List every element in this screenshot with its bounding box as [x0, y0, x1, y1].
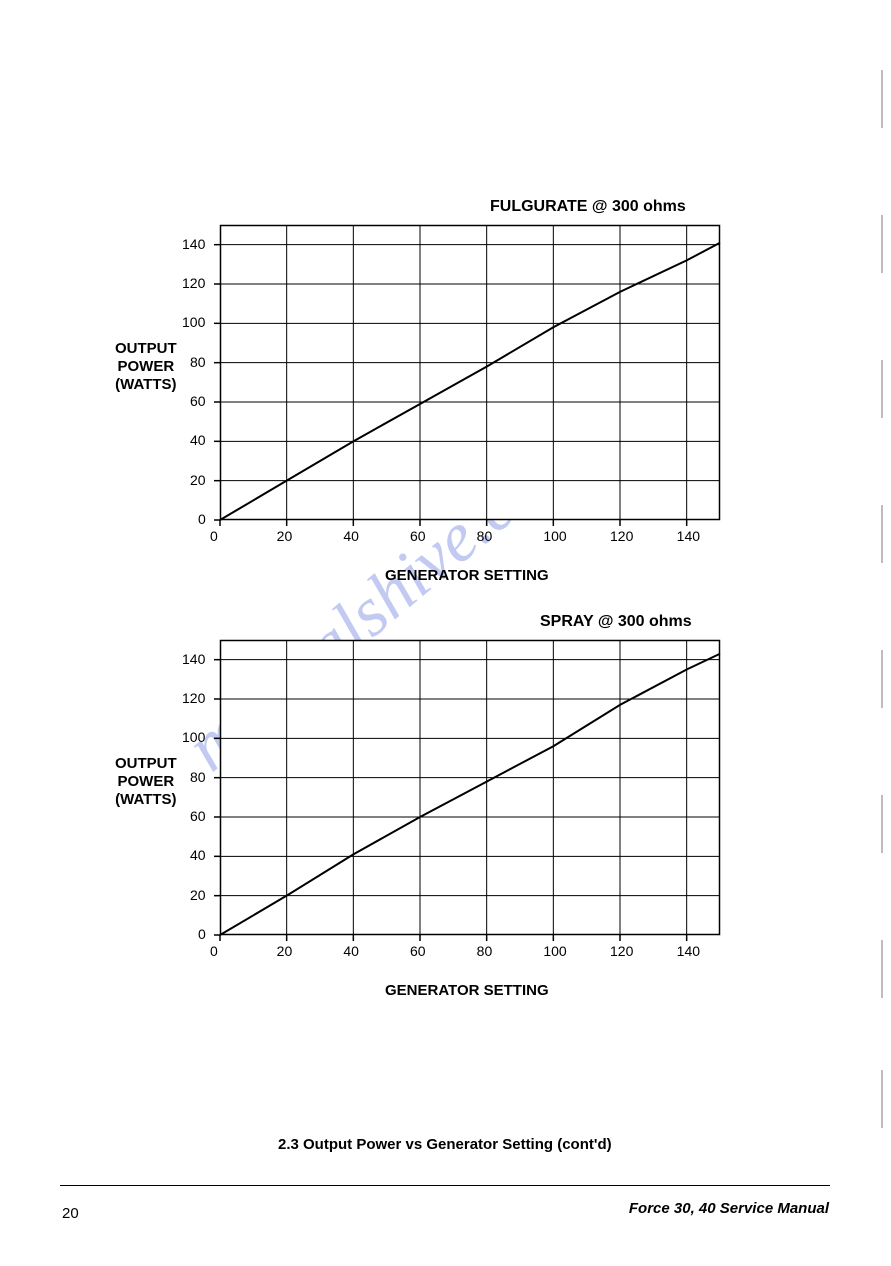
x-tick-label: 0	[210, 528, 218, 544]
chart1-x-label: GENERATOR SETTING	[385, 567, 549, 584]
x-tick-label: 40	[343, 943, 359, 959]
y-tick-label: 60	[190, 393, 206, 409]
footer-rule	[60, 1185, 830, 1186]
chart2-x-label: GENERATOR SETTING	[385, 982, 549, 999]
y-tick-label: 120	[182, 275, 205, 291]
y-tick-label: 100	[182, 314, 205, 330]
figure-caption: 2.3 Output Power vs Generator Setting (c…	[278, 1136, 612, 1153]
chart1-title: FULGURATE @ 300 ohms	[490, 198, 686, 216]
y-tick-label: 0	[198, 926, 206, 942]
y-tick-label: 60	[190, 808, 206, 824]
x-tick-label: 20	[277, 528, 293, 544]
manual-title: Force 30, 40 Service Manual	[629, 1200, 829, 1217]
x-tick-label: 20	[277, 943, 293, 959]
y-tick-label: 80	[190, 354, 206, 370]
manual-page: manualshive.com FULGURATE @ 300 ohms OUT…	[0, 0, 891, 1266]
x-tick-label: 140	[677, 943, 700, 959]
chart1-plot	[220, 225, 720, 520]
scan-edge-marks	[881, 70, 883, 1130]
page-number: 20	[62, 1205, 79, 1222]
x-tick-label: 0	[210, 943, 218, 959]
y-tick-label: 120	[182, 690, 205, 706]
x-tick-label: 60	[410, 943, 426, 959]
y-tick-label: 40	[190, 847, 206, 863]
y-tick-label: 0	[198, 511, 206, 527]
x-tick-label: 60	[410, 528, 426, 544]
x-tick-label: 100	[543, 528, 566, 544]
x-tick-label: 80	[477, 528, 493, 544]
y-tick-label: 20	[190, 887, 206, 903]
chart2-plot	[220, 640, 720, 935]
y-tick-label: 40	[190, 432, 206, 448]
y-tick-label: 100	[182, 729, 205, 745]
y-tick-label: 140	[182, 236, 205, 252]
y-tick-label: 20	[190, 472, 206, 488]
y-tick-label: 140	[182, 651, 205, 667]
y-tick-label: 80	[190, 769, 206, 785]
x-tick-label: 120	[610, 943, 633, 959]
x-tick-label: 100	[543, 943, 566, 959]
chart1-y-label: OUTPUT POWER (WATTS)	[115, 340, 177, 394]
x-tick-label: 40	[343, 528, 359, 544]
x-tick-label: 80	[477, 943, 493, 959]
chart2-y-label: OUTPUT POWER (WATTS)	[115, 755, 177, 809]
x-tick-label: 140	[677, 528, 700, 544]
x-tick-label: 120	[610, 528, 633, 544]
chart2-title: SPRAY @ 300 ohms	[540, 613, 692, 631]
